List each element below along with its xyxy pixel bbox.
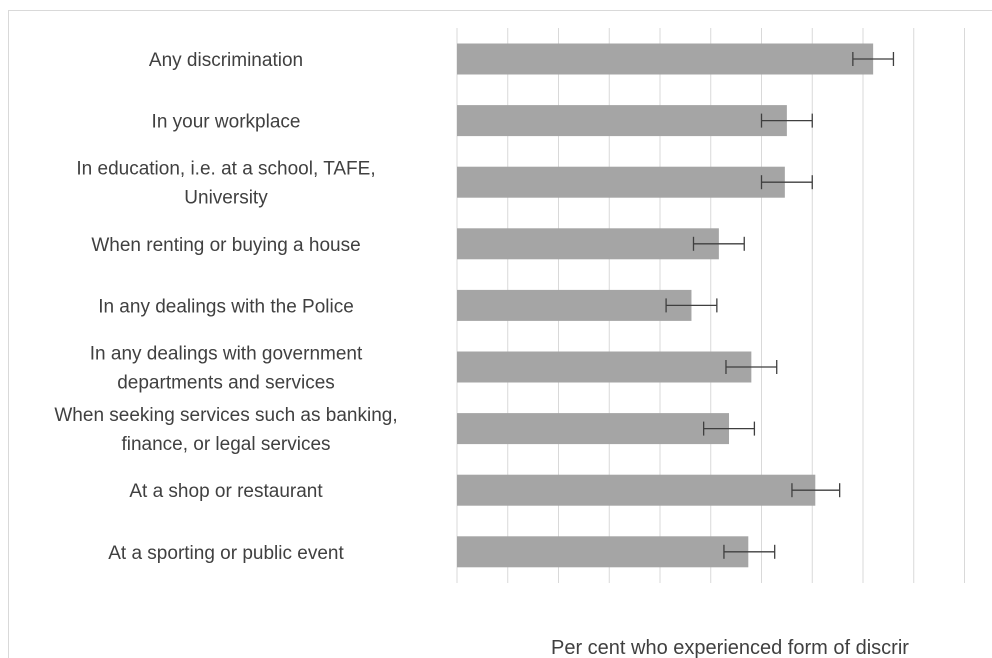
bar <box>457 105 787 137</box>
error-bar <box>725 360 778 374</box>
category-label: In education, i.e. at a school, TAFE, <box>76 159 375 180</box>
chart-frame <box>8 10 992 658</box>
category-label: At a shop or restaurant <box>129 481 323 502</box>
bar <box>457 43 874 75</box>
category-label: In any dealings with the Police <box>98 296 354 317</box>
category-label: In any dealings with government <box>90 344 363 365</box>
bar <box>457 228 719 260</box>
error-bar <box>852 52 895 66</box>
category-label: When renting or buying a house <box>91 235 360 256</box>
error-bar <box>760 175 813 190</box>
bar <box>457 351 752 383</box>
category-label: At a sporting or public event <box>108 543 344 564</box>
bar <box>457 536 749 568</box>
bar <box>457 166 785 198</box>
error-bar <box>723 544 776 559</box>
error-bar <box>791 483 841 498</box>
bar <box>457 474 816 506</box>
category-label: In your workplace <box>152 112 301 133</box>
category-label: departments and services <box>117 373 335 394</box>
error-bar <box>702 421 756 436</box>
category-label: When seeking services such as banking, <box>54 405 397 426</box>
error-bar <box>760 113 813 128</box>
error-bar <box>692 236 745 251</box>
category-label: Any discrimination <box>149 50 303 71</box>
error-bars <box>665 52 895 559</box>
x-axis-title: Per cent who experienced form of discrir <box>551 637 909 658</box>
bar <box>457 289 692 321</box>
bars <box>457 43 874 568</box>
error-bar <box>665 298 718 313</box>
category-labels: Any discrimination In your workplace In ed… <box>54 50 397 564</box>
category-label: finance, or legal services <box>121 434 330 455</box>
bar <box>457 413 730 445</box>
category-label: University <box>184 188 268 209</box>
